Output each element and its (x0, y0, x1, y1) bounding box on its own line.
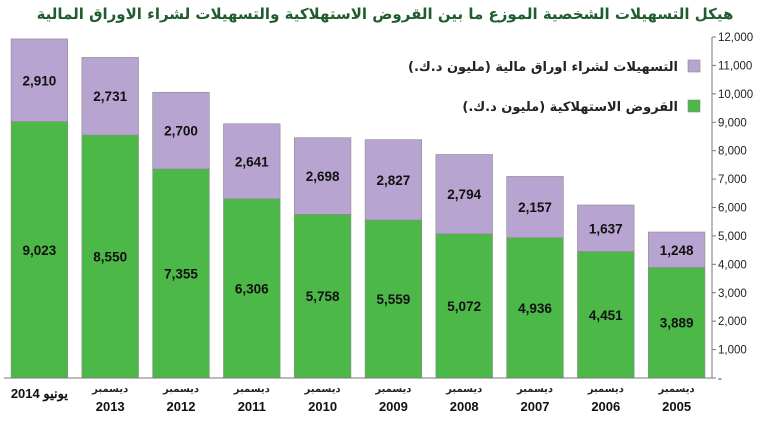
chart-title: هيكل التسهيلات الشخصية الموزع ما بين الق… (37, 5, 734, 23)
data-label: 4,936 (518, 301, 552, 316)
bar-segment-securities-facilities (364, 139, 423, 221)
y-tick-label: 2,000 (718, 316, 747, 328)
y-tick-label: 12,000 (718, 32, 753, 44)
x-tick-month: ديسمبر (445, 384, 482, 395)
data-label: 5,758 (306, 289, 340, 304)
bar-segment-securities-facilities (506, 176, 564, 239)
y-tick-label: 5,000 (718, 231, 747, 243)
data-label: 9,023 (23, 243, 57, 258)
x-tick-month: ديسمبر (162, 384, 199, 395)
bar-segment-securities-facilities (577, 204, 635, 252)
x-tick-month: ديسمبر (587, 384, 624, 395)
bar-segment-consumer-loans (223, 198, 281, 379)
data-label: 8,550 (93, 250, 127, 265)
bar-segment-consumer-loans (435, 233, 493, 379)
y-tick-label: 11,000 (718, 60, 752, 72)
data-label: 2,157 (518, 200, 552, 215)
data-label: 5,072 (447, 299, 481, 314)
y-tick-label: - (718, 373, 722, 385)
x-tick-year: 2005 (662, 399, 691, 414)
data-label: 2,698 (306, 169, 340, 184)
x-tick-year: 2009 (379, 399, 408, 414)
y-tick-label: 8,000 (718, 146, 747, 158)
legend: التسهيلات لشراء اوراق مالية (مليون د.ك.)… (408, 59, 701, 115)
x-tick-year: 2010 (308, 399, 337, 414)
x-tick-year: 2007 (521, 399, 550, 414)
x-tick-month: ديسمبر (304, 384, 341, 395)
data-label: 2,641 (235, 154, 269, 169)
y-tick-label: 6,000 (718, 203, 747, 215)
bar-segment-securities-facilities (435, 154, 493, 235)
bar-segment-securities-facilities (293, 137, 352, 215)
data-label: 2,700 (164, 124, 198, 139)
bar-segment-consumer-loans (10, 121, 69, 379)
data-label: 2,731 (93, 89, 127, 104)
x-tick-month: ديسمبر (516, 384, 553, 395)
bar-segment-securities-facilities (223, 123, 281, 200)
legend-swatch (687, 59, 701, 73)
x-tick-year: 2006 (591, 399, 620, 414)
legend-label: القروض الاستهلاكية (مليون د.ك.) (462, 100, 678, 115)
data-label: 2,910 (23, 73, 57, 88)
bars-group: 9,023 2,910 8,550 2,731 7,355 2,700 6,306 2,641… (10, 38, 706, 379)
x-tick-year: 2008 (450, 399, 479, 414)
data-label: 2,794 (447, 187, 481, 202)
bar-segment-securities-facilities (10, 38, 69, 122)
legend-label: التسهيلات لشراء اوراق مالية (مليون د.ك.) (408, 60, 678, 75)
bar-segment-consumer-loans (364, 219, 423, 379)
x-tick-month: ديسمبر (658, 384, 695, 395)
data-label: 2,827 (377, 173, 411, 188)
bar-segment-securities-facilities (152, 91, 210, 170)
bar-segment-consumer-loans (152, 168, 210, 379)
y-tick-label: 10,000 (718, 89, 753, 101)
y-axis: - 1,000 2,000 3,000 4,000 5,000 6,000 7,000 8,00… (711, 32, 753, 385)
data-label: 6,306 (235, 281, 269, 296)
y-tick-label: 7,000 (718, 174, 747, 186)
bar-segment-consumer-loans (647, 267, 706, 379)
data-label: 1,637 (589, 221, 623, 236)
data-label: 5,559 (377, 292, 411, 307)
data-label: 3,889 (660, 316, 694, 331)
data-label: 1,248 (660, 243, 694, 258)
x-tick-year: 2013 (96, 399, 125, 414)
y-tick-label: 4,000 (718, 259, 747, 271)
data-label: 7,355 (164, 266, 198, 281)
y-tick-label: 3,000 (718, 288, 747, 300)
y-tick-label: 1,000 (718, 345, 747, 357)
y-tick-label: 9,000 (718, 117, 747, 129)
x-axis: يونيو 2014 ديسمبر 2013 ديسمبر 2012 ديسمبر 2011… (4, 377, 712, 414)
bar-segment-securities-facilities (81, 57, 139, 136)
legend-swatch (687, 99, 701, 113)
x-tick-label: يونيو 2014 (11, 386, 69, 402)
x-tick-month: ديسمبر (233, 384, 270, 395)
bar-segment-securities-facilities (647, 231, 706, 268)
x-tick-month: ديسمبر (374, 384, 411, 395)
data-label: 4,451 (589, 308, 623, 323)
bar-segment-consumer-loans (577, 251, 635, 379)
x-tick-year: 2011 (238, 399, 266, 414)
bar-segment-consumer-loans (506, 237, 564, 379)
x-tick-year: 2012 (167, 399, 196, 414)
x-tick-month: ديسمبر (91, 384, 128, 395)
